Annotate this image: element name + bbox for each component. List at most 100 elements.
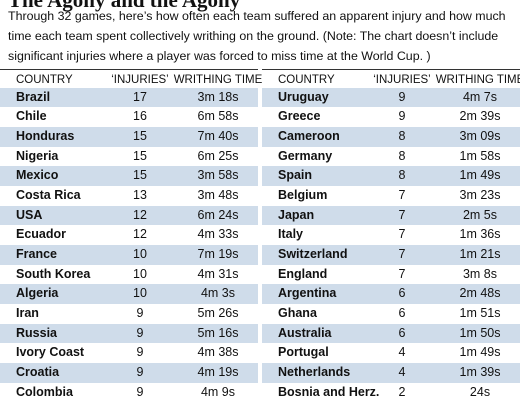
writhing-time: 6m 58s — [197, 109, 239, 124]
injuries: 8 — [398, 128, 406, 143]
row-background — [0, 303, 258, 324]
injuries: 10 — [133, 246, 147, 261]
country: Italy — [278, 227, 304, 242]
injuries: 16 — [133, 109, 147, 124]
country: Greece — [278, 109, 321, 124]
row-background — [262, 323, 520, 344]
injuries: 7 — [398, 207, 406, 222]
country: Ecuador — [16, 227, 67, 242]
column-header: COUNTRY — [278, 74, 335, 86]
writhing-time: 5m 16s — [197, 325, 239, 340]
injuries: 9 — [136, 325, 144, 340]
row-background — [0, 284, 258, 304]
column-header: ‘INJURIES’ — [111, 74, 169, 86]
country: Costa Rica — [16, 187, 81, 202]
country: Honduras — [16, 128, 75, 143]
writhing-time: 24s — [469, 384, 491, 399]
writhing-time: 3m 23s — [459, 187, 501, 202]
country: Germany — [278, 148, 333, 163]
writhing-time: 3m 58s — [197, 168, 239, 183]
injuries: 9 — [136, 305, 144, 320]
row-background — [262, 205, 520, 226]
injuries: 12 — [133, 207, 147, 222]
writhing-time: 4m 3s — [200, 286, 236, 301]
writhing-time: 1m 21s — [459, 246, 501, 261]
row-background — [0, 146, 258, 167]
country: USA — [16, 207, 43, 222]
title: The Agony and the Agony — [8, 0, 241, 12]
injuries: 9 — [136, 364, 144, 379]
row-background — [0, 225, 258, 245]
country: England — [278, 266, 328, 281]
writhing-time: 7m 40s — [197, 128, 239, 143]
injuries: 7 — [398, 246, 406, 261]
injuries: 6 — [398, 286, 406, 301]
country: Iran — [16, 305, 39, 320]
column-header: WRITHING TIME — [173, 74, 263, 86]
row-background — [262, 87, 520, 108]
country: South Korea — [16, 266, 91, 281]
injuries: 7 — [398, 187, 406, 202]
writhing-time: 2m 48s — [459, 286, 501, 301]
injuries: 12 — [133, 227, 147, 242]
writhing-time: 7m 19s — [197, 246, 239, 261]
writhing-time: 3m 09s — [459, 128, 501, 143]
country: Ivory Coast — [16, 345, 85, 360]
injuries: 6 — [398, 325, 406, 340]
row-background — [0, 87, 258, 108]
row-background — [0, 264, 258, 285]
writhing-time: 4m 38s — [197, 345, 239, 360]
row-background — [0, 323, 258, 344]
column-header: WRITHING TIME — [435, 74, 520, 86]
row-background — [0, 343, 258, 363]
injuries: 4 — [398, 364, 406, 379]
injuries: 9 — [398, 89, 406, 104]
writhing-time: 2m 5s — [462, 207, 498, 222]
header-rule — [262, 69, 520, 70]
injuries: 15 — [133, 168, 147, 183]
row-background — [262, 126, 520, 147]
writhing-time: 1m 39s — [459, 364, 501, 379]
writhing-time: 3m 48s — [197, 187, 239, 202]
injuries: 9 — [136, 345, 144, 360]
writhing-time: 6m 25s — [197, 148, 239, 163]
column-header: ‘INJURIES’ — [373, 74, 431, 86]
writhing-time: 4m 9s — [200, 384, 236, 399]
injuries: 8 — [398, 168, 406, 183]
country: Ghana — [278, 305, 317, 320]
writhing-time: 6m 24s — [197, 207, 239, 222]
country: Russia — [16, 325, 57, 340]
country: Argentina — [278, 286, 337, 301]
country: Australia — [278, 325, 332, 340]
writhing-time: 5m 26s — [197, 305, 239, 320]
intro-text: Through 32 games, here’s how often each … — [8, 9, 506, 63]
country: Bosnia and Herz. — [278, 384, 380, 399]
country: Cameroon — [278, 128, 340, 143]
injuries: 10 — [133, 286, 147, 301]
writhing-time: 3m 8s — [462, 266, 498, 281]
injuries: 15 — [133, 148, 147, 163]
country: Belgium — [278, 187, 328, 202]
writhing-time: 3m 18s — [197, 89, 239, 104]
row-background — [262, 284, 520, 304]
row-background — [0, 244, 258, 265]
country: Brazil — [16, 89, 51, 104]
country: Japan — [278, 207, 315, 222]
injuries: 10 — [133, 266, 147, 281]
country: Spain — [278, 168, 313, 183]
writhing-time: 1m 58s — [459, 148, 501, 163]
row-background — [0, 362, 258, 383]
row-background — [262, 166, 520, 186]
row-background — [0, 205, 258, 226]
row-background — [262, 303, 520, 324]
header-rule — [0, 69, 258, 70]
row-background — [0, 185, 258, 206]
country: Algeria — [16, 286, 59, 301]
row-background — [0, 166, 258, 186]
injuries: 9 — [136, 384, 144, 399]
injuries: 2 — [398, 384, 406, 399]
row-background — [262, 382, 520, 402]
country: France — [16, 246, 57, 261]
writhing-time: 1m 36s — [459, 227, 501, 242]
